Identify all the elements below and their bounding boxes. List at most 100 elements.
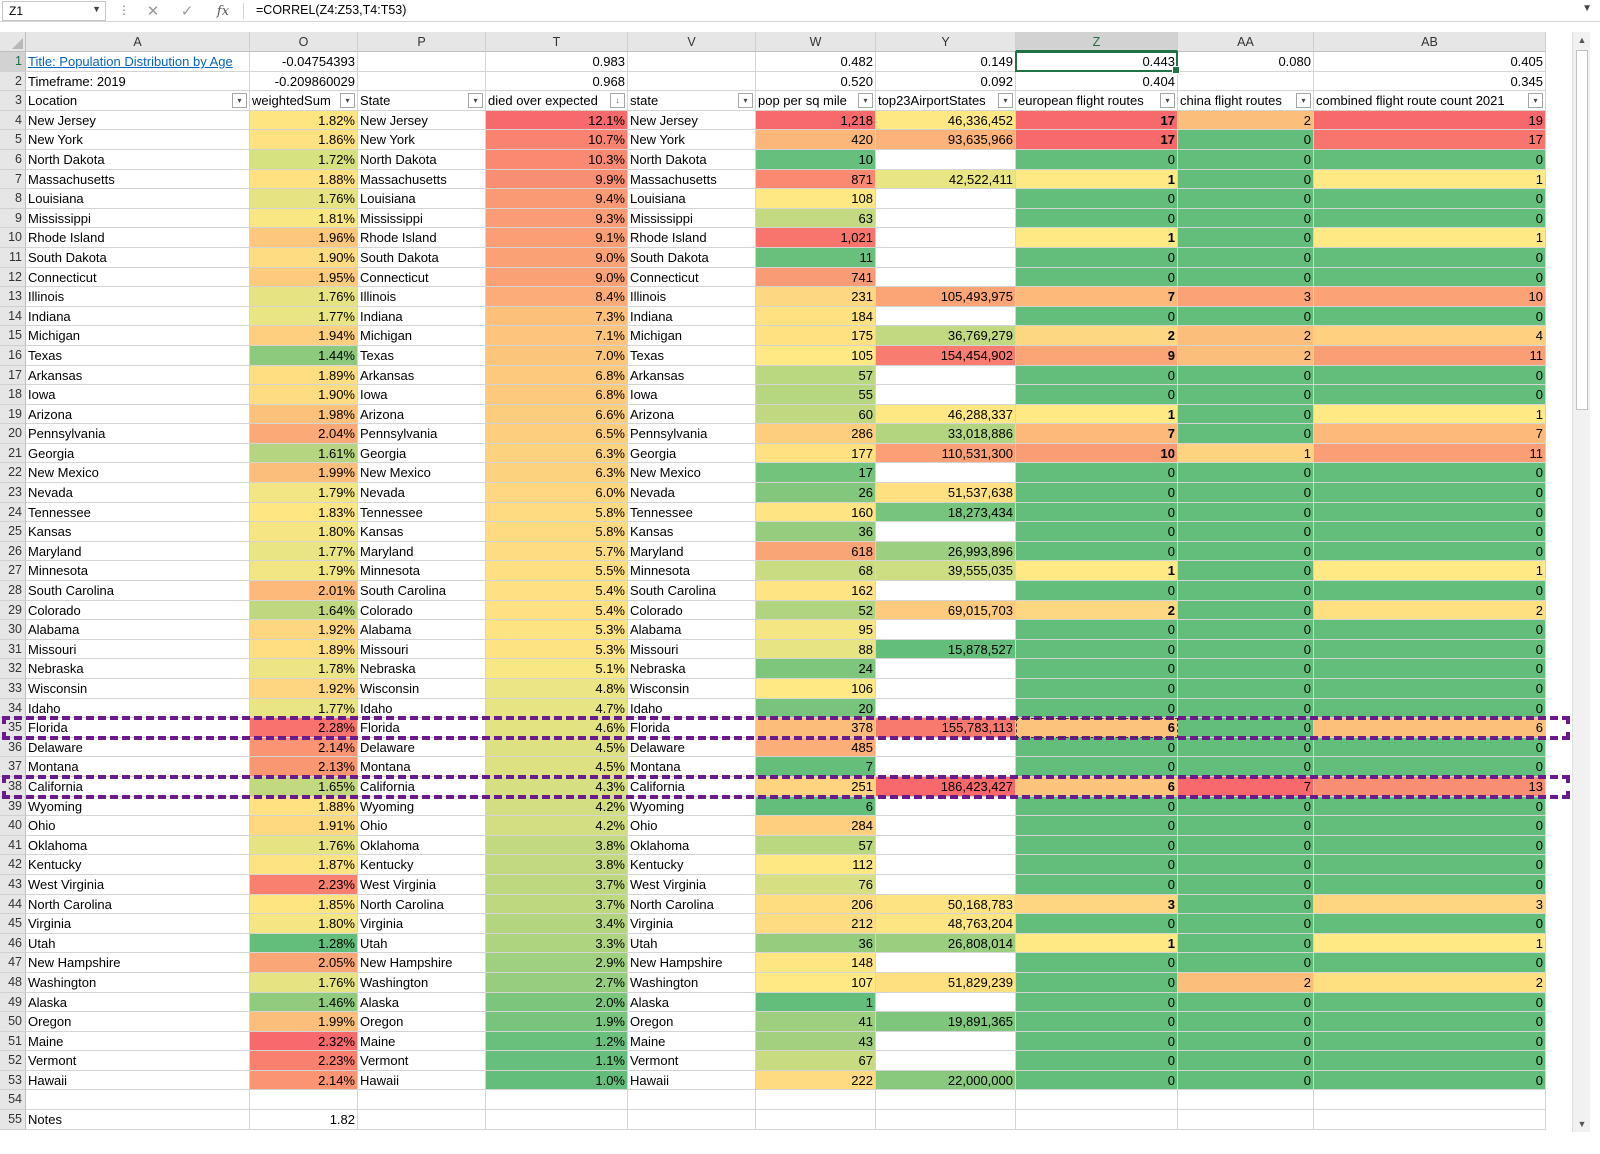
cell-w28[interactable]: 162: [756, 581, 876, 601]
cell-z2[interactable]: 0.404: [1016, 71, 1178, 92]
cell-t31[interactable]: 5.3%: [486, 639, 628, 660]
cell-z24[interactable]: 0: [1016, 502, 1178, 523]
cell-aa28[interactable]: 0: [1178, 581, 1314, 601]
cell-ab15[interactable]: 4: [1314, 326, 1546, 346]
cell-ab5[interactable]: 17: [1314, 130, 1546, 150]
filter-dropdown-icon[interactable]: ▾: [738, 93, 753, 109]
cell-aa48[interactable]: 2: [1178, 972, 1314, 993]
column-label-w[interactable]: pop per sq mile ▾: [756, 91, 876, 111]
cell-w6[interactable]: 10: [756, 149, 876, 170]
cell-y22[interactable]: [876, 463, 1016, 484]
cell-ab23[interactable]: 0: [1314, 483, 1546, 503]
cell-ab33[interactable]: 0: [1314, 679, 1546, 699]
cell-y43[interactable]: [876, 874, 1016, 895]
cell-p35[interactable]: Florida: [358, 718, 486, 738]
cell-v52[interactable]: Vermont: [628, 1051, 756, 1071]
cell-z35[interactable]: 6: [1016, 718, 1178, 738]
cell-z42[interactable]: 0: [1016, 855, 1178, 875]
row-header[interactable]: 20: [0, 424, 26, 444]
cell-ab38[interactable]: 13: [1314, 776, 1546, 797]
cell-aa10[interactable]: 0: [1178, 228, 1314, 248]
cell-o8[interactable]: 1.76%: [250, 189, 358, 209]
name-box[interactable]: Z1 ▼: [2, 1, 106, 21]
cell-y28[interactable]: [876, 581, 1016, 601]
cell-v25[interactable]: Kansas: [628, 522, 756, 542]
cell-t11[interactable]: 9.0%: [486, 247, 628, 268]
cell-v34[interactable]: Idaho: [628, 698, 756, 719]
cell-aa14[interactable]: 0: [1178, 306, 1314, 327]
cell-t23[interactable]: 6.0%: [486, 483, 628, 503]
cell-v12[interactable]: Connecticut: [628, 267, 756, 288]
cell-a50[interactable]: Oregon: [26, 1012, 250, 1032]
cell-aa46[interactable]: 0: [1178, 933, 1314, 954]
cell-ab35[interactable]: 6: [1314, 718, 1546, 738]
cell-t25[interactable]: 5.8%: [486, 522, 628, 542]
cell-z33[interactable]: 0: [1016, 679, 1178, 699]
cell-v43[interactable]: West Virginia: [628, 874, 756, 895]
row-header[interactable]: 47: [0, 953, 26, 973]
cell-v53[interactable]: Hawaii: [628, 1070, 756, 1091]
cell-v26[interactable]: Maryland: [628, 541, 756, 562]
cell-v51[interactable]: Maine: [628, 1031, 756, 1052]
cell-w44[interactable]: 206: [756, 894, 876, 915]
cell-v6[interactable]: North Dakota: [628, 149, 756, 170]
cell-t47[interactable]: 2.9%: [486, 953, 628, 973]
cell-t52[interactable]: 1.1%: [486, 1051, 628, 1071]
cell-t30[interactable]: 5.3%: [486, 620, 628, 640]
cell-p40[interactable]: Ohio: [358, 816, 486, 836]
cell-p36[interactable]: Delaware: [358, 737, 486, 758]
cell-o9[interactable]: 1.81%: [250, 208, 358, 229]
cell-a36[interactable]: Delaware: [26, 737, 250, 758]
cell-ab29[interactable]: 2: [1314, 600, 1546, 621]
cell-t7[interactable]: 9.9%: [486, 169, 628, 190]
cell-y49[interactable]: [876, 992, 1016, 1013]
cell-ab53[interactable]: 0: [1314, 1070, 1546, 1091]
cell-p9[interactable]: Mississippi: [358, 208, 486, 229]
cell-z22[interactable]: 0: [1016, 463, 1178, 484]
cell-y20[interactable]: 33,018,886: [876, 424, 1016, 444]
cell-v55[interactable]: [628, 1110, 756, 1130]
cell-y50[interactable]: 19,891,365: [876, 1012, 1016, 1032]
cell-v18[interactable]: Iowa: [628, 385, 756, 405]
cell-a42[interactable]: Kentucky: [26, 855, 250, 875]
worksheet-grid[interactable]: Title: Population Distribution by Age -0.…: [26, 52, 1546, 1130]
cell-v14[interactable]: Indiana: [628, 306, 756, 327]
cell-ab17[interactable]: 0: [1314, 365, 1546, 386]
enter-icon[interactable]: ✓: [180, 3, 194, 20]
cell-a30[interactable]: Alabama: [26, 620, 250, 640]
cell-v10[interactable]: Rhode Island: [628, 228, 756, 248]
cell-o37[interactable]: 2.13%: [250, 757, 358, 777]
cell-y42[interactable]: [876, 855, 1016, 875]
cell-o20[interactable]: 2.04%: [250, 424, 358, 444]
cell-z21[interactable]: 10: [1016, 443, 1178, 464]
cell-aa17[interactable]: 0: [1178, 365, 1314, 386]
cell-v16[interactable]: Texas: [628, 345, 756, 366]
cell-o44[interactable]: 1.85%: [250, 894, 358, 915]
cell-w50[interactable]: 41: [756, 1012, 876, 1032]
cell-v40[interactable]: Ohio: [628, 816, 756, 836]
column-label-a[interactable]: Location ▾: [26, 91, 250, 111]
cell-o14[interactable]: 1.77%: [250, 306, 358, 327]
cell-aa27[interactable]: 0: [1178, 561, 1314, 582]
cell-p44[interactable]: North Carolina: [358, 894, 486, 915]
cell-p24[interactable]: Tennessee: [358, 502, 486, 523]
cell-z26[interactable]: 0: [1016, 541, 1178, 562]
cell-z4[interactable]: 17: [1016, 110, 1178, 131]
cell-p28[interactable]: South Carolina: [358, 581, 486, 601]
row-header[interactable]: 37: [0, 757, 26, 777]
cell-a7[interactable]: Massachusetts: [26, 169, 250, 190]
cell-w17[interactable]: 57: [756, 365, 876, 386]
row-header[interactable]: 26: [0, 541, 26, 562]
filter-dropdown-icon[interactable]: ▾: [468, 93, 483, 109]
cell-v2[interactable]: [628, 71, 756, 92]
cell-y40[interactable]: [876, 816, 1016, 836]
cell-y9[interactable]: [876, 208, 1016, 229]
cell-y27[interactable]: 39,555,035: [876, 561, 1016, 582]
column-header-v[interactable]: V: [628, 32, 756, 52]
cell-w1[interactable]: 0.482: [756, 52, 876, 72]
cell-t27[interactable]: 5.5%: [486, 561, 628, 582]
cell-a34[interactable]: Idaho: [26, 698, 250, 719]
cell-a55[interactable]: Notes: [26, 1110, 250, 1130]
cell-v29[interactable]: Colorado: [628, 600, 756, 621]
column-header-y[interactable]: Y: [876, 32, 1016, 52]
